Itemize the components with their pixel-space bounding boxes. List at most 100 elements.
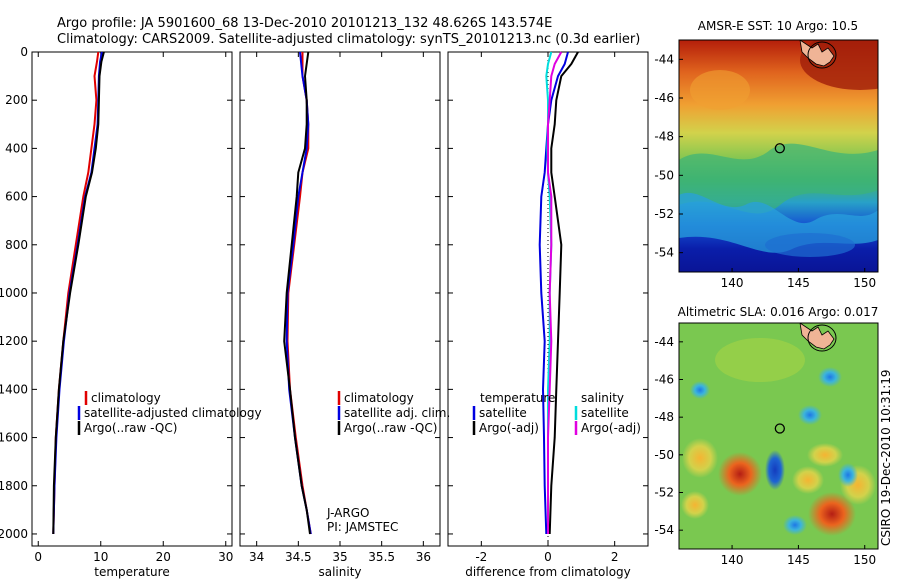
y-tick-label: 1400: [0, 382, 28, 396]
legend-label-sal-satellite: satellite: [581, 406, 629, 420]
legend-label-argo: Argo(..raw -QC): [344, 421, 437, 435]
map-y-tick-label: -54: [654, 246, 674, 260]
x-tick-label: 20: [156, 550, 171, 564]
float-pi-label: PI: JAMSTEC: [327, 520, 398, 534]
legend-title-salinity: salinity: [581, 391, 624, 405]
y-tick-label: 200: [5, 93, 28, 107]
series-temperature-argo-adj: [548, 51, 579, 535]
temperature-plot: 0 10 20 30 temperature 0 200 400 600 800 1000 1200 1…: [0, 45, 233, 579]
legend-label-climatology: climatology: [91, 391, 161, 405]
y-tick-label: 1200: [0, 334, 28, 348]
tasmania-land: [799, 323, 835, 350]
x-tick-label: 36: [416, 550, 431, 564]
x-tick-label: 34: [249, 550, 264, 564]
legend-label-temp-argo: Argo(-adj): [479, 421, 539, 435]
map-x-tick-label: 145: [787, 276, 810, 290]
legend-label-climatology: climatology: [344, 391, 414, 405]
map-y-tick-label: -48: [654, 130, 674, 144]
map-y-tick-label: -52: [654, 207, 674, 221]
map-x-tick-label: 150: [853, 553, 876, 567]
sla-map-axes: 140 145 150 -44 -46 -48 -50 -52 -54: [654, 335, 876, 567]
temperature-plot-frame: [31, 51, 233, 547]
sla-map-frame: [678, 322, 879, 550]
series-argo-raw-qc: [283, 51, 311, 535]
sla-eddy-yellow-4: [681, 491, 709, 519]
map-y-tick-label: -46: [654, 91, 674, 105]
difference-legend: temperature salinity satellite Argo(-adj…: [472, 391, 641, 435]
x-axis-label: difference from climatology: [465, 565, 631, 579]
y-tick-label: 0: [20, 45, 28, 59]
sst-map-field: [679, 40, 878, 272]
sla-map-title: Altimetric SLA: 0.016 Argo: 0.017: [678, 305, 879, 319]
x-tick-label: 0: [544, 550, 552, 564]
y-tick-label: 800: [5, 238, 28, 252]
y-tick-label: 1000: [0, 286, 28, 300]
sla-eddy-cyan-north: [818, 367, 842, 387]
sst-map-axes: 140 145 150 -44 -46 -48 -50 -52 -54: [654, 52, 876, 290]
salinity-plot: 34 34.5 35 35.5 36 salinity: [240, 51, 440, 579]
sla-eddy-yellow-3: [682, 438, 718, 478]
sla-map-field: [679, 323, 878, 549]
x-tick-label: 35.5: [368, 550, 395, 564]
series-salinity-argo-adj: [547, 51, 563, 534]
sst-contour-circle: [807, 41, 837, 69]
y-tick-label: 400: [5, 141, 28, 155]
map-y-tick-label: -44: [654, 52, 674, 66]
sla-eddy-cyan-west: [690, 381, 710, 399]
y-tick-label: 1800: [0, 479, 28, 493]
sst-front-green: [679, 143, 878, 214]
salinity-legend: climatology satellite adj. clim. Argo(..…: [326, 391, 450, 534]
x-axis-label: temperature: [94, 565, 169, 579]
sla-eddy-yellow-2: [807, 443, 843, 467]
temperature-legend: climatology satellite-adjusted climatolo…: [77, 391, 262, 435]
sla-eddy-cold-center: [765, 450, 785, 490]
legend-label-sal-argo: Argo(-adj): [581, 421, 641, 435]
series-argo-raw-qc: [52, 51, 105, 535]
sst-map-frame: [678, 39, 879, 273]
sla-contour-circle: [807, 324, 837, 352]
sla-eddy-warm-west: [718, 452, 762, 496]
legend-label-argo: Argo(..raw -QC): [84, 421, 177, 435]
tasmania-land: [799, 40, 835, 67]
sst-map-title: AMSR-E SST: 10 Argo: 10.5: [698, 19, 858, 33]
map-x-tick-label: 145: [787, 553, 810, 567]
map-x-tick-label: 140: [721, 276, 744, 290]
salinity-plot-frame: [239, 51, 441, 547]
sla-eddy-cyan-mid: [798, 405, 822, 425]
map-x-tick-label: 150: [853, 276, 876, 290]
sla-eddy-warm-south: [808, 492, 856, 536]
legend-label-satellite-adjusted: satellite-adjusted climatology: [84, 406, 262, 420]
map-x-tick-label: 140: [721, 553, 744, 567]
x-tick-label: 35: [332, 550, 347, 564]
x-tick-label: 34.5: [285, 550, 312, 564]
x-tick-label: 2: [611, 550, 619, 564]
sst-warm-patch: [690, 70, 750, 110]
argo-float-marker: [774, 423, 785, 434]
argo-float-marker: [774, 143, 785, 154]
y-tick-label: 2000: [0, 527, 28, 541]
figure-title-line1: Argo profile: JA 5901600_68 13-Dec-2010 …: [57, 16, 552, 31]
series-temperature-satellite: [538, 51, 569, 535]
sst-eddy-blue: [765, 233, 855, 257]
map-y-tick-label: -50: [654, 168, 674, 182]
sla-eddy-cyan-east: [838, 463, 858, 487]
x-tick-label: 10: [93, 550, 108, 564]
x-tick-label: 30: [218, 550, 233, 564]
y-tick-label: 600: [5, 190, 28, 204]
figure-title-line2: Climatology: CARS2009. Satellite-adjuste…: [57, 32, 640, 47]
y-tick-label: 1600: [0, 431, 28, 445]
legend-title-temperature: temperature: [480, 391, 555, 405]
map-y-tick-label: -54: [654, 523, 674, 537]
x-tick-label: -2: [475, 550, 487, 564]
map-y-tick-label: -46: [654, 373, 674, 387]
map-y-tick-label: -44: [654, 335, 674, 349]
sla-patch-lightgreen: [715, 338, 805, 382]
map-y-tick-label: -52: [654, 486, 674, 500]
legend-label-temp-satellite: satellite: [479, 406, 527, 420]
legend-label-satellite-adj: satellite adj. clim.: [344, 406, 450, 420]
x-tick-label: 0: [34, 550, 42, 564]
x-axis-label: salinity: [318, 565, 361, 579]
map-y-tick-label: -50: [654, 448, 674, 462]
sla-eddy-cyan-south: [783, 515, 807, 535]
